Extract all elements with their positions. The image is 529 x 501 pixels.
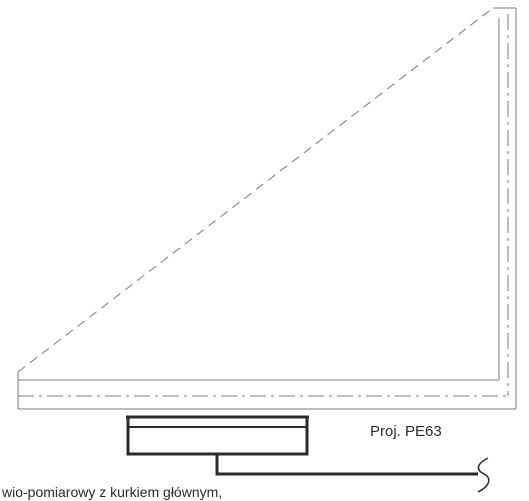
meter-description-label: wio-pomiarowy z kurkiem głównym, [2, 484, 223, 500]
plot-boundary-diagonal [17, 7, 494, 373]
meter-box [126, 417, 309, 456]
gas-pipe [215, 454, 478, 476]
pipe-break-symbol [477, 457, 490, 493]
pipe-spec-label: Proj. PE63 [370, 423, 442, 440]
